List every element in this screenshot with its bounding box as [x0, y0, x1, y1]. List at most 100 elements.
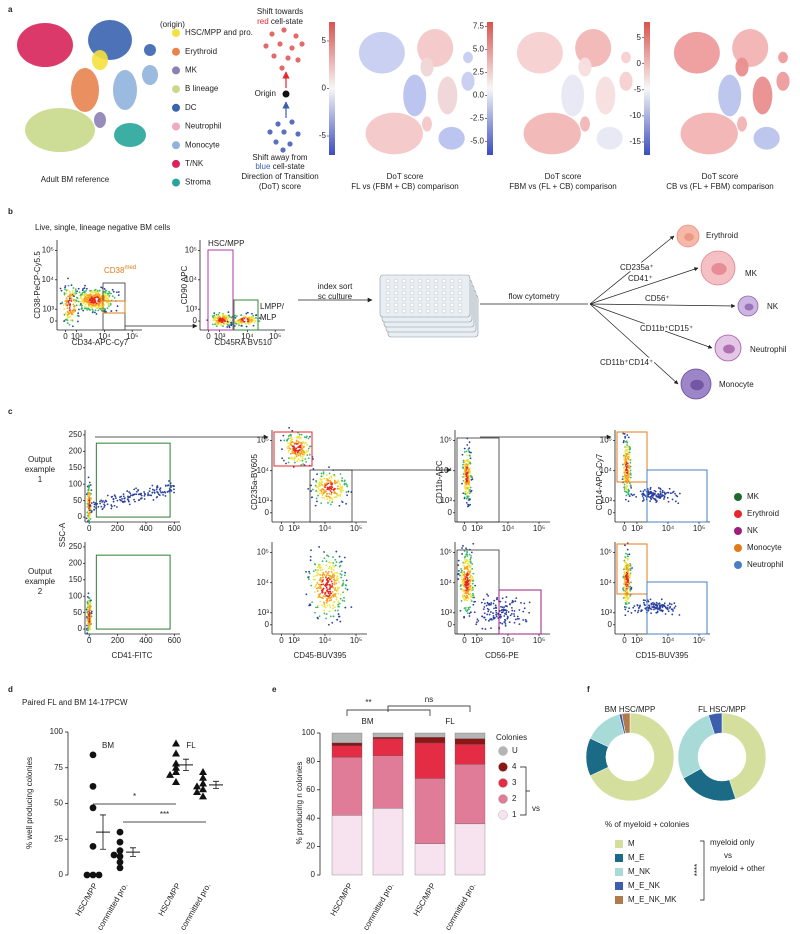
- event-dot: [319, 592, 322, 595]
- event-dot: [460, 600, 463, 602]
- event-dot: [649, 500, 651, 503]
- event-dot: [493, 617, 496, 620]
- event-dot: [472, 594, 474, 597]
- event-dot: [105, 301, 108, 304]
- event-dot: [67, 311, 70, 314]
- event-dot: [504, 612, 506, 615]
- event-dot: [143, 492, 146, 495]
- error-bar: [183, 758, 189, 772]
- event-dot: [465, 475, 468, 478]
- caption: CB vs (FL + FBM) comparison: [666, 182, 774, 191]
- event-dot: [465, 501, 468, 504]
- event-dot: [293, 447, 296, 449]
- event-dot: [83, 299, 86, 302]
- legend-label: B lineage: [185, 84, 219, 93]
- event-dot: [91, 291, 94, 294]
- event-dot: [628, 607, 631, 610]
- event-dot: [650, 498, 653, 500]
- event-dot: [464, 555, 467, 558]
- event-dot: [469, 470, 472, 473]
- event-dot: [509, 614, 512, 617]
- arrow: [589, 303, 736, 309]
- event-dot: [104, 291, 107, 294]
- well: [433, 278, 439, 284]
- event-dot: [74, 308, 77, 311]
- event-dot: [472, 596, 474, 599]
- event-dot: [467, 597, 470, 600]
- event-dot: [97, 309, 100, 312]
- umap-cluster: [142, 65, 158, 85]
- event-dot: [475, 621, 478, 624]
- arrow: [589, 235, 675, 305]
- tick-label: 10⁵: [269, 332, 281, 341]
- event-dot: [303, 453, 306, 456]
- event-dot: [661, 489, 664, 492]
- event-dot: [652, 494, 654, 497]
- event-dot: [258, 317, 261, 320]
- event-dot: [75, 304, 78, 307]
- event-dot: [226, 326, 229, 328]
- event-dot: [325, 599, 328, 602]
- event-dot: [483, 612, 486, 615]
- event-dot: [626, 477, 629, 480]
- event-dot: [302, 453, 304, 456]
- event-dot: [461, 466, 464, 469]
- event-dot: [495, 613, 497, 616]
- tick-label: 600: [168, 636, 182, 645]
- event-dot: [324, 595, 326, 598]
- event-dot: [624, 498, 627, 501]
- event-dot: [511, 601, 513, 604]
- event-dot: [305, 461, 308, 463]
- event-dot: [482, 598, 485, 601]
- row-label-line: Output: [28, 455, 53, 464]
- event-dot: [97, 305, 100, 307]
- event-dot: [468, 492, 471, 495]
- event-dot: [626, 600, 628, 603]
- x-tick-label: committed pro.: [178, 882, 212, 932]
- event-dot: [469, 474, 472, 477]
- colorbar-label: -5: [319, 131, 327, 140]
- chart-title: BM HSC/MPP: [605, 705, 656, 714]
- tick-label: 10⁵: [126, 332, 138, 341]
- event-dot: [70, 311, 73, 314]
- event-dot: [463, 607, 466, 610]
- event-dot: [316, 571, 319, 574]
- tick-label: 10⁵: [185, 245, 197, 254]
- event-dot: [495, 606, 497, 609]
- event-dot: [629, 567, 632, 570]
- event-dot: [213, 314, 216, 317]
- event-dot: [504, 622, 507, 625]
- event-dot: [339, 473, 342, 475]
- event-dot: [472, 572, 475, 575]
- event-dot: [468, 481, 470, 484]
- event-dot: [72, 287, 75, 289]
- event-dot: [659, 492, 662, 495]
- event-dot: [625, 583, 627, 586]
- event-dot: [520, 601, 522, 604]
- point: [89, 871, 97, 879]
- umap-cluster: [718, 74, 742, 117]
- chart-title: Paired FL and BM 14-17PCW: [22, 698, 128, 707]
- bar-segment: [331, 742, 363, 746]
- event-dot: [93, 300, 96, 303]
- event-dot: [329, 487, 332, 490]
- event-dot: [59, 302, 62, 305]
- event-dot: [93, 508, 95, 511]
- bracket-label: myeloid + other: [710, 864, 765, 873]
- event-dot: [303, 442, 306, 445]
- event-dot: [655, 604, 658, 607]
- umap-cluster: [753, 126, 780, 150]
- caption: FBM vs (FL + CB) comparison: [509, 182, 617, 191]
- event-dot: [63, 313, 66, 316]
- tick-label: 0: [50, 316, 55, 325]
- event-dot: [70, 284, 73, 287]
- event-dot: [90, 502, 93, 504]
- point: [199, 773, 207, 781]
- event-dot: [466, 562, 469, 565]
- event-dot: [335, 561, 338, 563]
- tick-label: 0: [462, 636, 467, 645]
- event-dot: [218, 311, 221, 314]
- event-dot: [312, 570, 315, 573]
- event-dot: [319, 483, 322, 486]
- event-dot: [339, 620, 342, 623]
